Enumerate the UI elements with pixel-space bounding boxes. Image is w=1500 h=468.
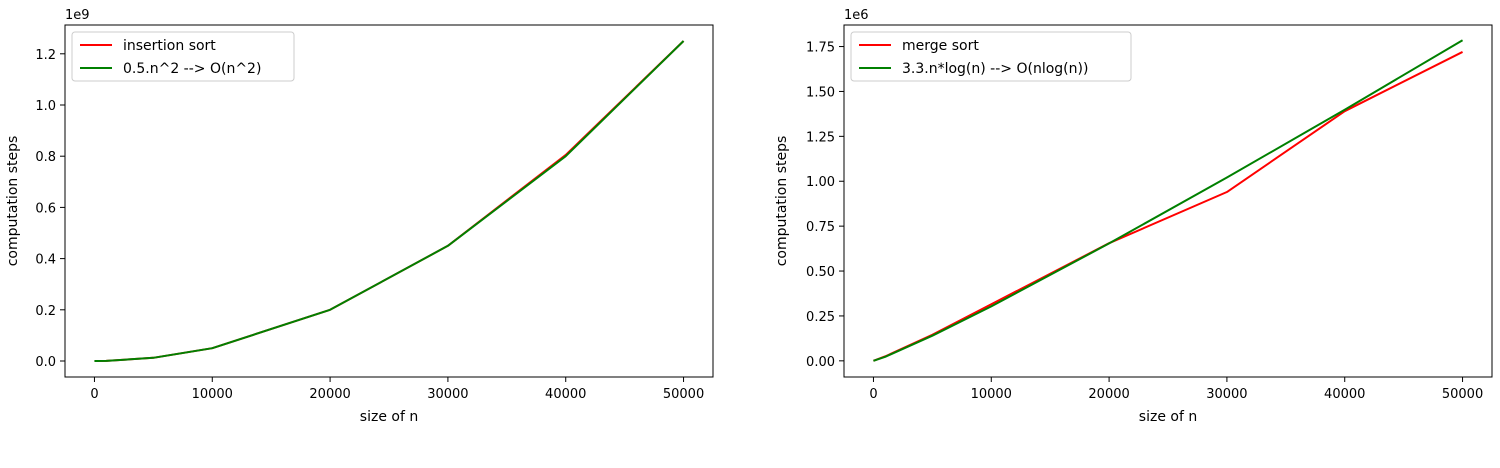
y-tick-label: 1.50 [806, 85, 835, 100]
y-tick-label: 0.4 [35, 253, 56, 268]
series-line-2 [94, 40, 685, 362]
x-tick-label: 10000 [192, 387, 233, 402]
y-tick-label: 1.2 [35, 48, 56, 63]
x-tick-label: 40000 [545, 387, 586, 402]
legend: merge sort 3.3.n*log(n) --> O(nlog(n)) [850, 31, 1132, 82]
x-tick-label: 0 [869, 387, 877, 402]
legend-label: merge sort [902, 38, 979, 54]
x-axis-label: size of n [360, 409, 418, 425]
y-tick-label: 0.8 [35, 150, 56, 165]
y-tick-label: 1.00 [806, 175, 835, 190]
legend-box [71, 31, 295, 82]
y-tick-label: 1.75 [806, 41, 835, 56]
legend-label: insertion sort [123, 38, 216, 54]
plot-frame [64, 24, 714, 378]
legend: insertion sort 0.5.n^2 --> O(n^2) [71, 31, 295, 82]
x-tick-label: 0 [90, 387, 98, 402]
y-tick-label: 0.00 [806, 355, 835, 370]
series-line-1 [94, 40, 685, 362]
y-tick-label: 1.0 [35, 99, 56, 114]
legend-box [850, 31, 1132, 82]
series-line-1 [873, 51, 1463, 362]
legend-label: 3.3.n*log(n) --> O(nlog(n)) [902, 61, 1088, 77]
x-tick-label: 50000 [663, 387, 704, 402]
y-tick-label: 0.75 [806, 220, 835, 235]
y-tick-label: 0.50 [806, 265, 835, 280]
x-tick-label: 30000 [1206, 387, 1247, 402]
y-tick-label: 1.25 [806, 130, 835, 145]
legend-label: 0.5.n^2 --> O(n^2) [123, 61, 261, 77]
x-tick-label: 20000 [1088, 387, 1129, 402]
y-tick-label: 0.25 [806, 310, 835, 325]
series-line-2 [873, 39, 1464, 362]
x-axis-label: size of n [1139, 409, 1197, 425]
x-tick-label: 10000 [971, 387, 1012, 402]
y-offset-label: 1e6 [844, 8, 869, 23]
chart-panel-1: 0 10000 20000 30000 40000 50000 0.0 0.2 0.4 0.6 0.… [5, 8, 714, 425]
x-tick-label: 20000 [309, 387, 350, 402]
x-tick-label: 40000 [1324, 387, 1365, 402]
y-tick-label: 0.2 [35, 304, 56, 319]
y-offset-label: 1e9 [65, 8, 90, 23]
y-axis-label: computation steps [774, 136, 790, 267]
y-tick-label: 0.6 [35, 201, 56, 216]
chart-panel-2: 0 10000 20000 30000 40000 50000 0.00 0.25 0.50 0.… [774, 8, 1493, 425]
x-tick-label: 50000 [1442, 387, 1483, 402]
plot-frame [843, 24, 1493, 378]
x-tick-label: 30000 [427, 387, 468, 402]
y-axis-label: computation steps [5, 136, 21, 267]
y-tick-label: 0.0 [35, 355, 56, 370]
